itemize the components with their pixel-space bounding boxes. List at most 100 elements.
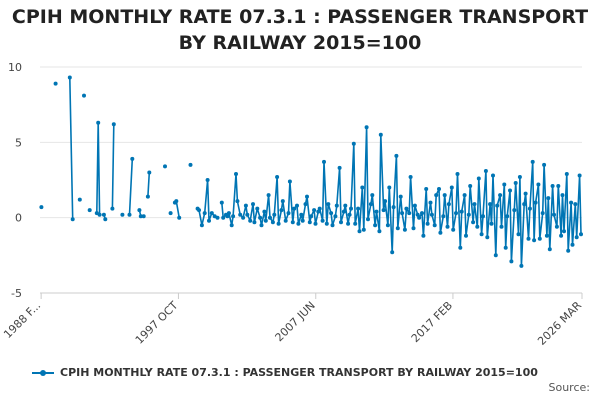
data-point bbox=[411, 226, 416, 231]
data-point bbox=[554, 224, 559, 229]
data-point bbox=[378, 132, 383, 137]
data-point bbox=[522, 202, 527, 207]
data-point bbox=[145, 194, 150, 199]
data-point bbox=[346, 221, 351, 226]
data-point bbox=[326, 202, 331, 207]
data-point bbox=[428, 200, 433, 205]
data-point bbox=[464, 233, 468, 238]
data-point bbox=[351, 141, 356, 146]
data-point bbox=[305, 194, 309, 199]
data-point bbox=[262, 209, 267, 214]
data-point bbox=[360, 185, 365, 190]
data-point bbox=[235, 199, 240, 204]
data-point bbox=[241, 215, 246, 220]
data-point bbox=[398, 194, 403, 199]
data-point bbox=[368, 202, 373, 207]
data-point bbox=[309, 214, 314, 219]
data-point bbox=[174, 199, 179, 204]
x-tick-label: 1997 OCT bbox=[133, 299, 181, 347]
data-point bbox=[303, 202, 308, 207]
data-point bbox=[366, 217, 370, 222]
data-point bbox=[421, 233, 426, 238]
data-point bbox=[275, 175, 280, 179]
y-tick-label: 5 bbox=[15, 136, 22, 149]
data-point bbox=[560, 193, 565, 198]
data-point bbox=[312, 208, 317, 213]
legend[interactable]: CPIH MONTHLY RATE 07.3.1 : PASSENGER TRA… bbox=[32, 366, 538, 379]
data-point bbox=[343, 203, 348, 208]
data-point bbox=[307, 220, 312, 225]
data-point bbox=[387, 185, 392, 190]
data-point bbox=[39, 205, 44, 210]
data-point bbox=[526, 236, 531, 241]
data-point bbox=[425, 221, 430, 226]
data-point bbox=[292, 206, 297, 211]
data-point bbox=[300, 218, 305, 223]
data-point bbox=[391, 205, 396, 210]
data-point bbox=[536, 182, 541, 187]
data-point bbox=[533, 200, 538, 205]
x-tick-label: 2017 FEB bbox=[409, 299, 455, 345]
y-tick-label: -5 bbox=[11, 287, 22, 300]
data-point bbox=[479, 232, 484, 237]
data-point bbox=[441, 214, 446, 219]
data-point bbox=[442, 193, 447, 198]
data-point bbox=[517, 175, 522, 179]
data-point bbox=[320, 218, 325, 223]
data-point bbox=[502, 182, 507, 187]
data-point bbox=[245, 212, 250, 217]
data-point bbox=[519, 263, 524, 268]
data-point bbox=[329, 211, 334, 216]
x-tick-label: 1988 F... bbox=[1, 299, 43, 341]
data-point bbox=[82, 93, 86, 98]
data-point bbox=[280, 199, 285, 204]
data-point bbox=[286, 211, 291, 216]
data-point bbox=[70, 217, 75, 222]
x-tick-label: 2026 MAR bbox=[535, 299, 584, 348]
data-point bbox=[458, 245, 463, 250]
data-point bbox=[334, 203, 339, 208]
data-point bbox=[559, 233, 564, 238]
data-point bbox=[394, 153, 399, 158]
data-point bbox=[197, 208, 201, 213]
data-point bbox=[255, 206, 260, 211]
data-point bbox=[546, 196, 551, 201]
data-point bbox=[252, 220, 257, 225]
data-point bbox=[226, 211, 231, 216]
data-point bbox=[330, 223, 335, 228]
data-point bbox=[67, 75, 72, 80]
data-point bbox=[188, 162, 193, 167]
data-point bbox=[400, 211, 405, 216]
data-point bbox=[407, 211, 412, 216]
data-point bbox=[364, 125, 369, 130]
data-point bbox=[87, 208, 92, 213]
data-point bbox=[503, 245, 508, 250]
data-point bbox=[296, 221, 301, 226]
data-point bbox=[130, 156, 135, 161]
data-point bbox=[199, 223, 204, 228]
data-point bbox=[290, 220, 295, 225]
data-point bbox=[263, 218, 268, 223]
data-point bbox=[468, 184, 473, 188]
legend-label: CPIH MONTHLY RATE 07.3.1 : PASSENGER TRA… bbox=[60, 366, 538, 379]
data-point bbox=[574, 235, 579, 240]
data-point bbox=[373, 223, 378, 228]
data-point bbox=[499, 224, 504, 229]
data-point bbox=[370, 193, 375, 198]
data-point bbox=[111, 122, 116, 127]
data-point bbox=[383, 199, 388, 204]
data-point bbox=[424, 187, 429, 191]
data-point bbox=[495, 203, 500, 208]
source-credit: Source: bbox=[548, 381, 591, 394]
data-point bbox=[566, 248, 571, 253]
data-point bbox=[270, 220, 275, 225]
data-point bbox=[476, 176, 481, 181]
data-point bbox=[53, 81, 58, 86]
data-point bbox=[570, 242, 575, 247]
data-point bbox=[341, 209, 346, 214]
y-tick-label: 0 bbox=[15, 212, 22, 225]
data-point bbox=[120, 212, 125, 217]
data-point bbox=[445, 224, 450, 229]
data-point bbox=[579, 232, 583, 237]
